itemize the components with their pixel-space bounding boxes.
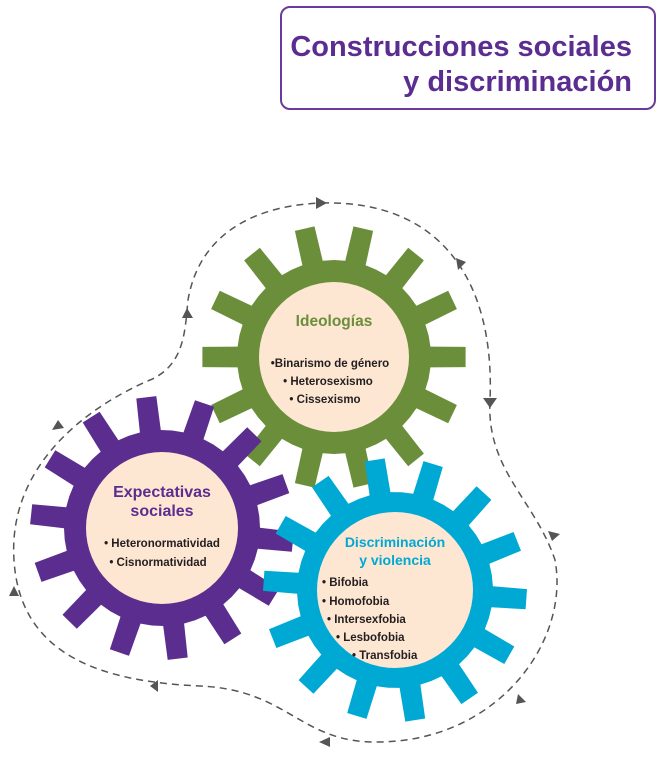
gear-ideologias-item: •Binarismo de género: [271, 358, 389, 370]
gear-discriminacion-item: • Transfobia: [352, 650, 418, 662]
title-box: Construcciones sociales y discriminación: [280, 6, 656, 110]
gear-discriminacion-title-line-2: y violencia: [359, 552, 431, 568]
cycle-arrow-top: [316, 197, 327, 209]
gear-expectativas: Expectativas sociales • Heteronormativid…: [30, 396, 294, 660]
cycle-arrow-right-lower: [548, 531, 560, 541]
gear-expectativas-title-line-1: Expectativas: [113, 484, 211, 501]
gear-expectativas-item: • Cisnormatividad: [109, 557, 206, 569]
cycle-arrow-left-upper: [52, 420, 64, 430]
gear-discriminacion-item: • Homofobia: [322, 596, 390, 608]
cycle-arrow-right-mid: [483, 398, 497, 408]
gear-discriminacion: Discriminación y violencia • Bifobia • H…: [263, 458, 527, 722]
cycle-arrow-right-upper: [456, 258, 466, 270]
gear-expectativas-center: [86, 452, 238, 604]
gear-discriminacion-item: • Lesbofobia: [336, 632, 405, 644]
cycle-arrow-left-top: [182, 308, 193, 318]
page-title-line-1: Construcciones sociales: [290, 31, 632, 63]
gear-discriminacion-item: • Intersexfobia: [327, 614, 406, 626]
cycle-dashed-path: [12, 202, 558, 743]
gear-discriminacion-title-line-1: Discriminación: [345, 534, 445, 550]
gear-ideologias-center: [259, 282, 409, 432]
cycle-arrow-left: [9, 586, 19, 596]
gear-ideologias: Ideologías •Binarismo de género • Hetero…: [202, 226, 466, 488]
gear-ideologias-item: • Heterosexismo: [283, 376, 373, 388]
cycle-arrow-bottom-left: [150, 680, 158, 692]
cycle-arrow-bottom-right: [516, 694, 526, 704]
gear-ideologias-item: • Cissexismo: [289, 394, 360, 406]
cycle-arrow-bottom: [319, 737, 330, 747]
page-title-line-2: y discriminación: [403, 66, 632, 98]
gear-ideologias-title: Ideologías: [296, 313, 373, 330]
gear-discriminacion-center: [317, 512, 473, 668]
gear-discriminacion-item: • Bifobia: [322, 577, 369, 589]
gear-expectativas-title-line-2: sociales: [130, 503, 193, 520]
gear-expectativas-item: • Heteronormatividad: [104, 538, 220, 550]
